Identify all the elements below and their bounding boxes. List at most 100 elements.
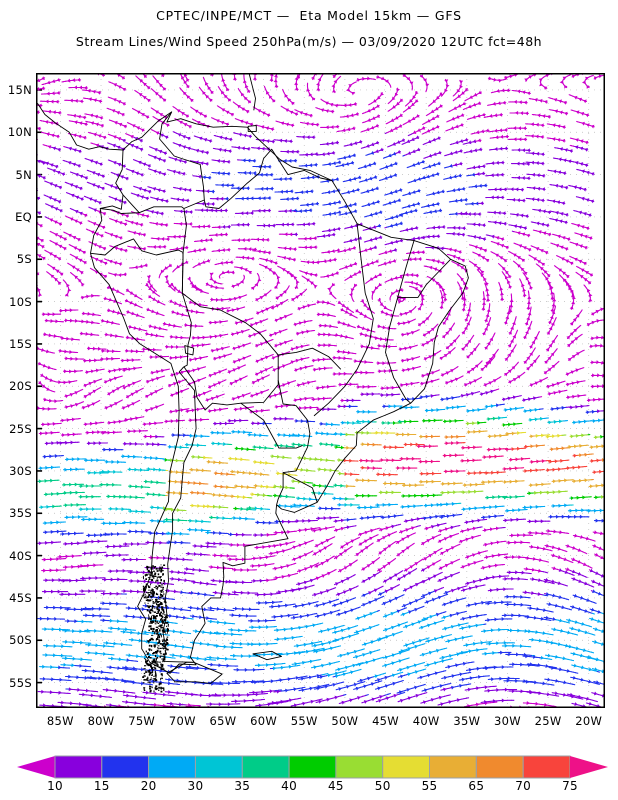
streamline-segment: [463, 109, 464, 110]
streamline-segment: [41, 161, 42, 162]
streamline-segment: [64, 232, 65, 233]
streamline-segment: [217, 106, 218, 107]
streamline-segment: [173, 143, 174, 144]
weather-chart-page: CPTEC/INPE/MCT — Eta Model 15km — GFS St…: [0, 0, 618, 800]
streamline-segment: [149, 169, 150, 170]
streamline-segment: [514, 243, 515, 244]
streamline-segment: [70, 254, 71, 255]
streamline-segment: [446, 130, 447, 131]
streamline-segment: [423, 124, 424, 125]
streamline-map-svg: [36, 73, 605, 708]
streamline-segment: [193, 267, 194, 268]
streamline-segment: [180, 88, 181, 89]
streamline-segment: [429, 105, 430, 106]
streamline-segment: [193, 119, 194, 120]
streamline-segment: [67, 193, 68, 194]
streamline-segment: [408, 135, 409, 136]
streamline-segment: [134, 186, 135, 187]
streamline-segment: [133, 109, 134, 110]
streamline-segment: [173, 271, 174, 272]
streamline-segment: [108, 97, 109, 98]
streamline-segment: [295, 110, 296, 111]
streamline-segment: [135, 90, 136, 91]
streamline-segment: [50, 231, 51, 232]
streamline-segment: [109, 120, 110, 121]
streamline-segment: [84, 196, 85, 197]
streamline-segment: [403, 156, 404, 157]
streamline-segment: [238, 89, 239, 90]
streamline-segment: [427, 115, 428, 116]
streamline-segment: [203, 77, 204, 78]
streamline-segment: [570, 75, 571, 76]
streamline-segment: [109, 197, 110, 198]
streamline-segment: [105, 183, 106, 184]
streamline-segment: [110, 219, 111, 220]
streamline-segment: [281, 106, 282, 107]
streamline-segment: [153, 117, 154, 118]
streamline-segment: [151, 130, 152, 131]
streamline-segment: [69, 245, 70, 246]
streamline-segment: [449, 111, 450, 112]
streamline-segment: [169, 157, 170, 158]
streamline-segment: [233, 102, 234, 103]
streamline-segment: [175, 119, 176, 120]
streamline-segment: [86, 229, 87, 230]
streamline-segment: [388, 111, 389, 112]
streamline-segment: [426, 90, 427, 91]
streamline-segment: [45, 250, 46, 251]
streamline-segment: [423, 144, 424, 145]
streamline-segment: [407, 167, 408, 168]
streamline-segment: [70, 209, 71, 210]
streamline-segment: [134, 160, 135, 161]
streamline-segment: [406, 105, 407, 106]
streamline-segment: [108, 160, 109, 161]
streamline-segment: [199, 87, 200, 88]
streamline-segment: [126, 169, 127, 170]
streamline-segment: [191, 107, 192, 108]
streamline-segment: [340, 76, 341, 77]
streamline-segment: [386, 123, 387, 124]
streamline-segment: [468, 119, 469, 120]
streamline-segment: [361, 131, 362, 132]
streamline-segment: [453, 100, 454, 101]
streamline-segment: [110, 246, 111, 247]
streamline-segment: [447, 121, 448, 122]
streamline-segment: [385, 133, 386, 134]
streamline-segment: [89, 242, 90, 243]
streamline-segment: [283, 89, 284, 90]
streamline-segment: [149, 155, 150, 156]
streamline-segment: [136, 76, 137, 77]
streamline-segment: [569, 95, 570, 96]
streamline-segment: [151, 108, 152, 109]
streamline-segment: [125, 220, 126, 221]
streamline-segment: [321, 99, 322, 100]
streamline-segment: [422, 134, 423, 135]
map-background: [36, 73, 605, 708]
streamline-segment: [109, 82, 110, 83]
streamline-segment: [384, 158, 385, 159]
streamline-segment: [173, 107, 174, 108]
streamline-segment: [363, 113, 364, 114]
streamline-segment: [153, 76, 154, 77]
streamline-segment: [87, 182, 88, 183]
streamline-segment: [45, 217, 46, 218]
streamline-segment: [355, 82, 356, 83]
streamline-segment: [369, 104, 370, 105]
streamline-segment: [388, 146, 389, 147]
streamline-segment: [48, 168, 49, 169]
streamline-segment: [453, 95, 454, 96]
streamline-segment: [545, 76, 546, 77]
streamline-segment: [531, 246, 532, 247]
chart-header: CPTEC/INPE/MCT — Eta Model 15km — GFS St…: [0, 0, 618, 49]
streamline-segment: [104, 259, 105, 260]
streamline-segment: [441, 95, 442, 96]
streamline-segment: [316, 108, 317, 109]
streamline-segment: [150, 147, 151, 148]
chart-subtitle: Stream Lines/Wind Speed 250hPa(m/s) — 03…: [0, 34, 618, 49]
streamline-segment: [105, 232, 106, 233]
streamline-segment: [45, 181, 46, 182]
streamline-segment: [212, 118, 213, 119]
streamline-segment: [71, 172, 72, 173]
streamline-segment: [132, 212, 133, 213]
streamline-segment: [50, 241, 51, 242]
